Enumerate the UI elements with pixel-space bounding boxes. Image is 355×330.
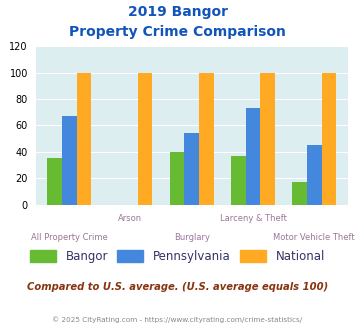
Bar <box>170 152 184 205</box>
Bar <box>77 73 91 205</box>
Bar <box>260 73 275 205</box>
Bar <box>307 145 322 205</box>
Text: © 2025 CityRating.com - https://www.cityrating.com/crime-statistics/: © 2025 CityRating.com - https://www.city… <box>53 317 302 323</box>
Bar <box>138 73 153 205</box>
Text: Property Crime Comparison: Property Crime Comparison <box>69 25 286 39</box>
Bar <box>47 158 62 205</box>
Bar <box>292 182 307 205</box>
Text: Arson: Arson <box>118 214 142 223</box>
Bar <box>246 108 260 205</box>
Text: 2019 Bangor: 2019 Bangor <box>127 5 228 19</box>
Text: Compared to U.S. average. (U.S. average equals 100): Compared to U.S. average. (U.S. average … <box>27 282 328 292</box>
Text: Larceny & Theft: Larceny & Theft <box>219 214 286 223</box>
Text: All Property Crime: All Property Crime <box>31 233 108 242</box>
Bar <box>184 133 199 205</box>
Text: Burglary: Burglary <box>174 233 210 242</box>
Bar <box>62 116 77 205</box>
Text: Motor Vehicle Theft: Motor Vehicle Theft <box>273 233 355 242</box>
Bar <box>199 73 214 205</box>
Legend: Bangor, Pennsylvania, National: Bangor, Pennsylvania, National <box>26 245 329 268</box>
Bar <box>322 73 336 205</box>
Bar <box>231 156 246 205</box>
